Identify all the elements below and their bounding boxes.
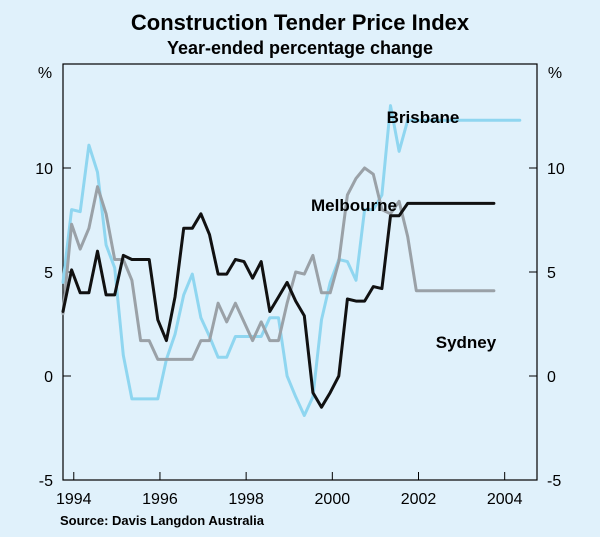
x-tick-label: 2000	[315, 491, 351, 508]
y-unit-right: %	[548, 65, 562, 82]
y-tick-label-left: 0	[44, 369, 53, 386]
x-ticks: 1994 1996 1998 2000 2002 2004	[56, 472, 523, 508]
label-brisbane: Brisbane	[387, 108, 460, 127]
y-tick-label-left: 5	[44, 265, 53, 282]
series-line-brisbane	[61, 104, 522, 417]
x-tick-label: 1994	[56, 491, 92, 508]
y-tick-label-left: 10	[35, 161, 53, 178]
x-tick-label: 1996	[142, 491, 178, 508]
label-melbourne: Melbourne	[311, 196, 397, 215]
source-note: Source: Davis Langdon Australia	[60, 513, 265, 528]
y-tick-label-right: 10	[547, 161, 565, 178]
x-tick-label: 2002	[401, 491, 437, 508]
chart-title: Construction Tender Price Index	[131, 10, 470, 35]
series-line-sydney	[61, 201, 496, 409]
y-tick-label-right: -5	[547, 473, 561, 490]
y-tick-label-right: 5	[547, 265, 556, 282]
series-lines	[61, 104, 522, 417]
label-sydney: Sydney	[436, 333, 497, 352]
series-line-melbourne	[61, 166, 496, 361]
chart-subtitle: Year-ended percentage change	[167, 38, 433, 58]
y-unit-left: %	[38, 65, 52, 82]
x-tick-label: 1998	[228, 491, 264, 508]
y-tick-label-left: -5	[39, 473, 53, 490]
y-tick-label-right: 0	[547, 369, 556, 386]
x-tick-label: 2004	[487, 491, 523, 508]
